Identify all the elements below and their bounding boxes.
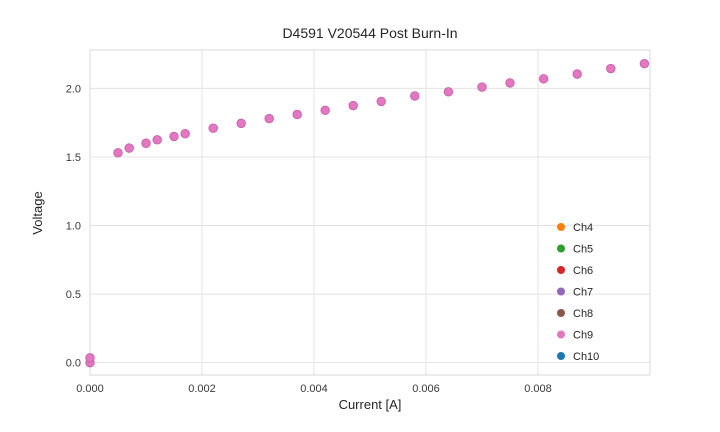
legend-label: Ch9 [573,330,593,342]
legend-label: Ch4 [573,222,593,234]
x-tick-label: 0.008 [524,383,552,395]
y-axis-label: Voltage [30,191,45,234]
data-point [606,63,616,74]
chart-title: D4591 V20544 Post Burn-In [282,25,457,41]
legend: Ch4 Ch5 Ch6 Ch7 Ch8 Ch9 Ch10 [557,222,599,363]
data-point [443,87,454,97]
data-point [410,91,420,101]
data-point [292,109,302,120]
data-point [152,135,162,145]
legend-label: Ch6 [573,265,593,277]
data-point [320,105,330,116]
legend-label: Ch5 [573,244,593,256]
data-point [141,138,151,148]
data-point [208,123,218,133]
data-point [572,69,582,79]
x-axis-label: Current [A] [339,397,402,412]
data-point [169,131,179,142]
grid-layer: 0.000 0.002 0.004 0.006 0.008 0.0 0.5 1.0 1.5 2.0 [66,49,651,395]
y-tick-label: 1.0 [66,221,81,233]
data-point [505,78,515,88]
y-tick-label: 0.0 [66,358,81,370]
legend-marker [557,352,565,360]
legend-marker [557,244,565,253]
plot-frame [89,49,651,376]
legend-marker [557,330,565,339]
legend-label: Ch8 [573,308,593,320]
data-point [113,148,123,158]
x-tick-label: 0.002 [188,383,216,395]
x-tick-label: 0.000 [76,383,104,395]
data-point [264,113,274,124]
x-tick-label: 0.004 [300,383,328,395]
y-tick-label: 2.0 [66,83,81,95]
data-point [376,96,386,107]
data-point [180,128,190,139]
data-point [85,353,95,363]
x-tick-label: 0.006 [412,383,440,395]
scatter-points-layer [85,59,650,368]
legend-label: Ch10 [573,351,599,363]
data-point [236,118,246,129]
y-tick-label: 1.5 [66,152,81,164]
data-point [124,143,134,153]
legend-marker [557,309,565,317]
legend-label: Ch7 [573,287,593,299]
data-point [538,74,549,84]
legend-marker [557,266,565,274]
y-tick-label: 0.5 [66,289,81,301]
legend-marker [557,287,565,296]
data-point [477,82,487,92]
data-point [639,59,650,69]
data-point [348,100,358,111]
legend-marker [557,223,565,231]
